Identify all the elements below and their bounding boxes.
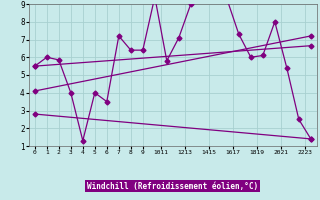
Text: Windchill (Refroidissement éolien,°C): Windchill (Refroidissement éolien,°C) [87,182,258,190]
